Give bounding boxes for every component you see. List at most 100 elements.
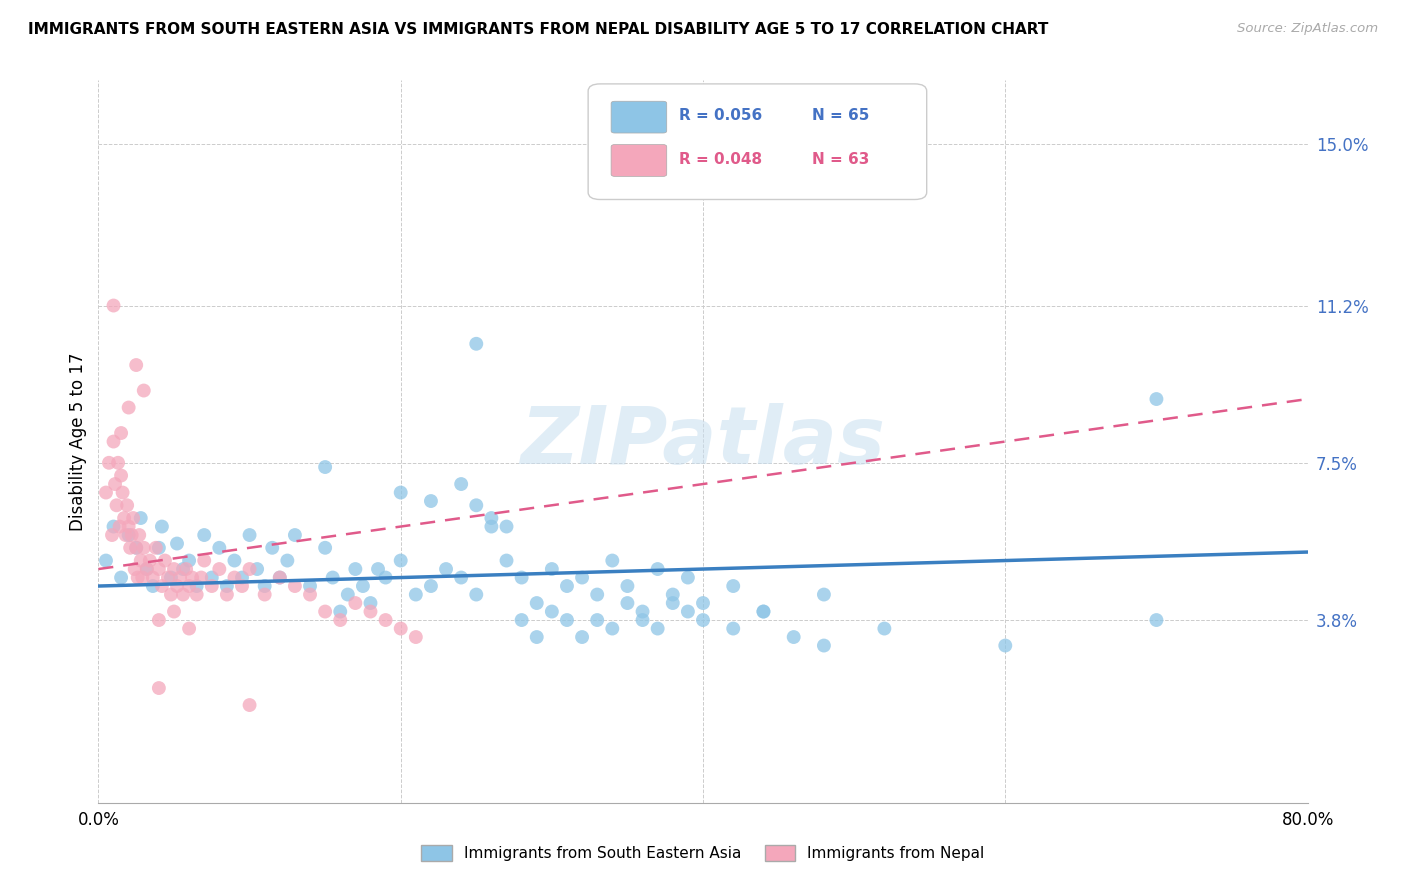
Point [246,562,269,576]
Point [631,613,654,627]
Point [124,562,146,576]
Point [135,562,157,576]
Point [299,588,322,602]
Point [873,622,896,636]
Point [253,588,276,602]
Point [389,485,412,500]
FancyBboxPatch shape [612,101,666,133]
Point [110,425,132,440]
Point [103,434,125,449]
Point [148,681,170,695]
Text: R = 0.056: R = 0.056 [679,108,762,123]
Point [389,553,412,567]
Point [526,630,548,644]
Point [148,613,170,627]
Point [179,622,201,636]
Point [540,605,562,619]
Point [231,579,253,593]
Point [555,579,578,593]
Point [129,511,152,525]
Point [405,630,427,644]
Point [752,605,775,619]
Point [813,639,835,653]
Point [107,456,129,470]
Point [160,570,183,584]
Point [450,477,472,491]
Point [181,570,204,584]
Point [314,541,336,555]
Point [276,553,298,567]
Point [94,485,117,500]
Point [239,698,262,712]
Point [616,579,638,593]
Point [692,613,714,627]
Point [481,511,503,525]
Point [465,588,488,602]
Point [201,570,224,584]
Point [602,622,624,636]
Point [389,622,412,636]
Point [160,588,183,602]
Point [186,588,208,602]
Point [495,553,517,567]
Point [121,528,143,542]
Point [118,401,141,415]
Point [647,562,669,576]
Point [166,579,188,593]
Point [111,485,134,500]
Point [208,562,231,576]
FancyBboxPatch shape [612,145,666,177]
Point [118,528,141,542]
Point [284,528,307,542]
Point [269,570,291,584]
Point [262,541,284,555]
Point [299,579,322,593]
Point [118,519,141,533]
Point [314,460,336,475]
Text: ZIPatlas: ZIPatlas [520,402,886,481]
Point [120,541,142,555]
Point [208,541,231,555]
Point [374,613,396,627]
Point [420,579,443,593]
Point [465,498,488,512]
Point [239,562,262,576]
Point [555,613,578,627]
Point [148,541,170,555]
Point [813,588,835,602]
Point [142,570,165,584]
Point [148,562,170,576]
Legend: Immigrants from South Eastern Asia, Immigrants from Nepal: Immigrants from South Eastern Asia, Immi… [415,839,991,867]
Text: N = 65: N = 65 [811,108,869,123]
Point [103,519,125,533]
Point [169,570,191,584]
Point [314,605,336,619]
Point [132,541,155,555]
Point [586,613,609,627]
Point [329,613,352,627]
Point [723,579,745,593]
Point [172,588,194,602]
Point [122,511,145,525]
Point [174,562,197,576]
Point [98,456,121,470]
Point [132,384,155,398]
Point [215,579,238,593]
Point [616,596,638,610]
Point [172,562,194,576]
Point [94,553,117,567]
Point [179,553,201,567]
FancyBboxPatch shape [588,84,927,200]
Point [571,570,593,584]
Point [239,528,262,542]
Text: Source: ZipAtlas.com: Source: ZipAtlas.com [1237,22,1378,36]
Point [110,468,132,483]
Point [344,596,367,610]
Point [201,579,224,593]
Point [179,579,201,593]
Point [329,605,352,619]
Point [647,622,669,636]
Point [661,588,683,602]
Point [253,579,276,593]
Point [150,519,173,533]
